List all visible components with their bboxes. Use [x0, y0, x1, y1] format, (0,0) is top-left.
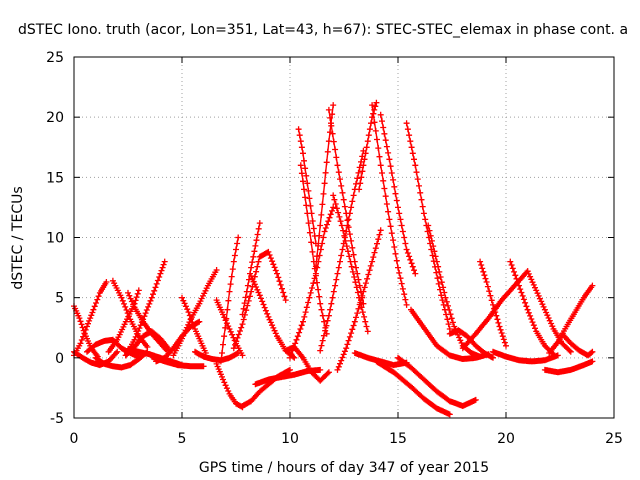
- series-27: [287, 204, 337, 361]
- series-38-markers: [373, 358, 453, 418]
- series-39-markers: [395, 354, 479, 409]
- x-tick-label-1: 5: [178, 431, 187, 447]
- series-20-markers: [230, 248, 289, 352]
- series-15-markers: [192, 348, 242, 364]
- series-10: [122, 258, 168, 359]
- axis-ticks: [73, 56, 615, 419]
- series-21-markers: [239, 220, 263, 318]
- x-axis-label: GPS time / hours of day 347 of year 2015: [199, 460, 489, 476]
- series-36-markers: [377, 111, 419, 277]
- series-50: [559, 330, 596, 359]
- y-tick-label-2: 5: [55, 291, 64, 307]
- x-tick-label-3: 15: [389, 431, 407, 447]
- y-tick-label-4: 15: [46, 170, 64, 186]
- y-tick-label-5: 20: [46, 110, 64, 126]
- series-50-markers: [559, 330, 596, 359]
- x-tick-label-5: 25: [605, 431, 623, 447]
- series-48: [541, 358, 596, 376]
- series-28: [312, 102, 337, 270]
- series-32-markers: [334, 227, 384, 373]
- series-13: [179, 294, 209, 356]
- series-25: [295, 126, 319, 247]
- series-10-markers: [122, 258, 168, 359]
- series-32: [334, 227, 384, 373]
- series-30: [317, 147, 367, 354]
- series-34-markers: [369, 102, 410, 308]
- series-43-markers: [477, 258, 509, 349]
- x-tick-labels: 0 5 10 15 20 25: [70, 431, 623, 447]
- series-23-markers: [252, 366, 324, 388]
- series-40: [408, 306, 492, 362]
- series-15: [192, 348, 242, 364]
- series-45: [507, 258, 557, 358]
- series-36: [377, 111, 419, 277]
- series-39: [395, 354, 479, 409]
- series-4-markers: [92, 348, 151, 371]
- chart-title: dSTEC Iono. truth (acor, Lon=351, Lat=43…: [18, 22, 628, 38]
- series-27-markers: [287, 204, 337, 361]
- series-16-markers: [213, 297, 246, 359]
- y-tick-label-0: -5: [50, 411, 64, 427]
- series-46: [490, 348, 561, 365]
- series-28-markers: [312, 102, 337, 270]
- series-26-markers: [297, 162, 330, 337]
- x-tick-label-4: 20: [497, 431, 515, 447]
- y-tick-label-1: 0: [55, 351, 64, 367]
- series-24-markers: [282, 344, 332, 384]
- series-19-markers: [217, 234, 242, 365]
- y-tick-label-6: 25: [46, 50, 64, 66]
- x-tick-label-0: 0: [70, 431, 79, 447]
- series-8: [125, 289, 170, 354]
- series-49: [546, 282, 596, 356]
- series-18: [239, 366, 293, 409]
- series-49-markers: [546, 282, 596, 356]
- series-26: [297, 162, 330, 337]
- series-47-markers: [524, 268, 574, 355]
- series-29: [325, 106, 367, 307]
- series-17-markers: [213, 360, 246, 411]
- series-4: [92, 348, 151, 371]
- series-17-line: [215, 363, 243, 408]
- series-34-line: [371, 105, 408, 306]
- series-19: [217, 234, 242, 365]
- series-13-markers: [179, 294, 209, 356]
- series-18-markers: [239, 366, 293, 409]
- series-20: [230, 248, 289, 352]
- data-layer: [71, 99, 596, 418]
- series-25-markers: [295, 126, 319, 247]
- series-48-markers: [541, 358, 596, 376]
- y-tick-labels: -5 0 5 10 15 20 25: [46, 50, 64, 427]
- series-38: [373, 358, 453, 418]
- series-43: [477, 258, 509, 349]
- series-16: [213, 297, 246, 359]
- series-17: [213, 360, 246, 411]
- series-14-markers: [170, 267, 220, 359]
- series-44-markers: [459, 268, 531, 352]
- series-34: [369, 102, 410, 308]
- series-14: [170, 267, 220, 359]
- series-29-markers: [325, 106, 367, 307]
- series-8-markers: [125, 289, 170, 354]
- series-46-markers: [490, 348, 561, 365]
- x-tick-label-2: 10: [281, 431, 299, 447]
- series-45-markers: [507, 258, 557, 358]
- y-axis-label: dSTEC / TECUs: [10, 186, 26, 289]
- series-47: [524, 268, 574, 355]
- series-44: [459, 268, 531, 352]
- series-21: [239, 220, 263, 318]
- y-tick-label-3: 10: [46, 231, 64, 247]
